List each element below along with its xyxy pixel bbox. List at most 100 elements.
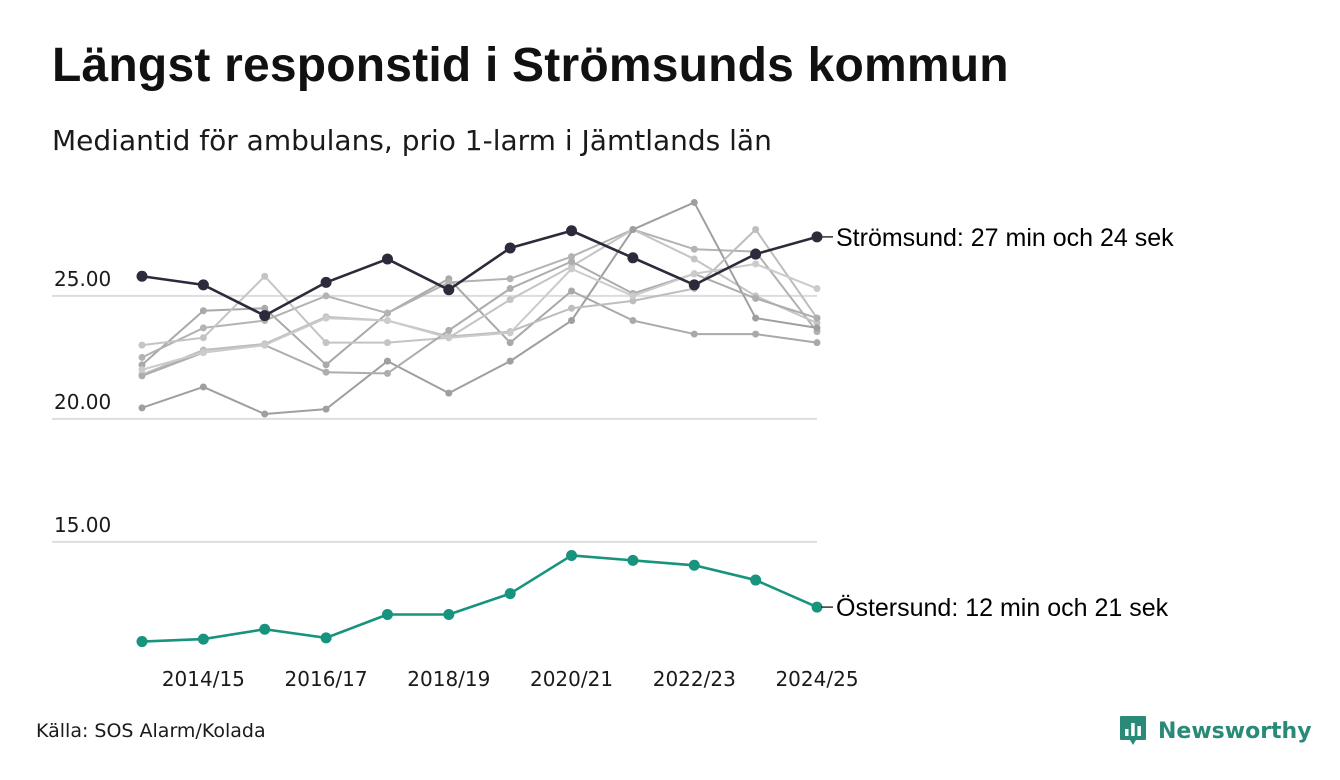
series-line	[141, 201, 818, 416]
data-point	[197, 633, 209, 645]
series-östersund	[136, 549, 823, 648]
data-point	[813, 339, 821, 347]
data-point	[568, 253, 576, 261]
data-point	[813, 314, 821, 322]
x-axis: 2014/15 2016/17 2018/19 2020/21 2022/23 2024/…	[162, 667, 859, 691]
data-point	[811, 601, 823, 613]
series-line	[140, 229, 819, 317]
data-point	[568, 257, 576, 265]
series-line	[141, 228, 818, 359]
data-point	[813, 285, 821, 293]
series-line	[141, 228, 818, 376]
data-point	[383, 309, 391, 317]
data-point	[568, 304, 576, 312]
data-point	[629, 317, 637, 325]
data-point	[383, 357, 391, 365]
data-point	[506, 329, 514, 337]
data-point	[383, 339, 391, 347]
series-line	[141, 277, 818, 366]
x-tick-label: 2022/23	[653, 667, 736, 691]
focus-series	[136, 225, 823, 648]
data-point	[445, 389, 453, 397]
data-point	[259, 623, 271, 635]
series-jämförelsekommun-4	[138, 198, 821, 418]
data-point	[381, 253, 393, 265]
x-tick-label: 2016/17	[285, 667, 368, 691]
data-point	[506, 275, 514, 283]
data-point	[690, 330, 698, 338]
series-strömsund	[136, 225, 823, 322]
data-point	[445, 278, 453, 286]
data-point	[566, 225, 578, 237]
data-point	[136, 636, 148, 648]
brand-logo: Newsworthy	[1118, 714, 1312, 748]
data-point	[138, 341, 146, 349]
data-point	[629, 292, 637, 300]
series-line	[140, 554, 819, 643]
data-point	[261, 341, 269, 349]
data-point	[197, 279, 209, 291]
data-point	[750, 248, 762, 260]
data-point	[627, 252, 639, 264]
data-point	[504, 242, 516, 254]
x-tick-label: 2024/25	[775, 667, 858, 691]
data-point	[322, 405, 330, 413]
end-label: Strömsund: 27 min och 24 sek	[836, 224, 1174, 252]
data-point	[322, 339, 330, 347]
series-line	[141, 262, 818, 371]
context-series	[138, 198, 821, 418]
data-point	[138, 366, 146, 374]
data-point	[199, 349, 207, 357]
data-point	[322, 368, 330, 376]
data-point	[752, 330, 760, 338]
data-point	[443, 284, 455, 296]
data-point	[138, 353, 146, 361]
data-point	[261, 304, 269, 312]
data-point	[629, 226, 637, 234]
data-point	[199, 383, 207, 391]
data-point	[381, 608, 393, 620]
data-point	[261, 410, 269, 418]
data-point	[136, 270, 148, 282]
newsworthy-logo-icon	[1120, 716, 1146, 745]
data-point	[568, 265, 576, 273]
data-point	[504, 588, 516, 600]
data-point	[383, 317, 391, 325]
chart-subtitle: Mediantid för ambulans, prio 1-larm i Jä…	[52, 124, 772, 157]
chart-title: Längst responstid i Strömsunds kommun	[52, 39, 1009, 92]
y-axis: 15.00 20.00 25.00	[54, 267, 111, 537]
data-point	[690, 255, 698, 263]
data-point	[506, 296, 514, 304]
data-point	[322, 292, 330, 300]
data-point	[629, 297, 637, 305]
data-point	[199, 334, 207, 342]
brand-name: Newsworthy	[1158, 718, 1312, 744]
y-tick-label: 25.00	[54, 267, 111, 291]
data-point	[506, 339, 514, 347]
data-point	[690, 245, 698, 253]
data-point	[690, 198, 698, 206]
data-point	[752, 226, 760, 234]
data-point	[199, 324, 207, 332]
data-point	[811, 231, 823, 243]
data-point	[445, 326, 453, 334]
data-point	[322, 361, 330, 369]
data-point	[688, 279, 700, 291]
data-point	[320, 276, 332, 288]
end-labels: Strömsund: 27 min och 24 sek Östersund: 1…	[821, 224, 1174, 622]
data-point	[261, 272, 269, 280]
x-tick-label: 2018/19	[407, 667, 490, 691]
data-point	[506, 357, 514, 365]
line-chart: 15.00 20.00 25.00 2014/15 2016/17 2018/19 202…	[52, 198, 1174, 691]
data-point	[568, 287, 576, 295]
data-point	[383, 369, 391, 377]
data-point	[259, 310, 271, 322]
data-point	[813, 319, 821, 327]
y-tick-label: 20.00	[54, 390, 111, 414]
series-jämförelsekommun-3	[138, 226, 821, 349]
data-point	[627, 554, 639, 566]
series-line	[141, 228, 818, 347]
x-tick-label: 2014/15	[162, 667, 245, 691]
data-point	[138, 372, 146, 380]
data-point	[199, 307, 207, 315]
